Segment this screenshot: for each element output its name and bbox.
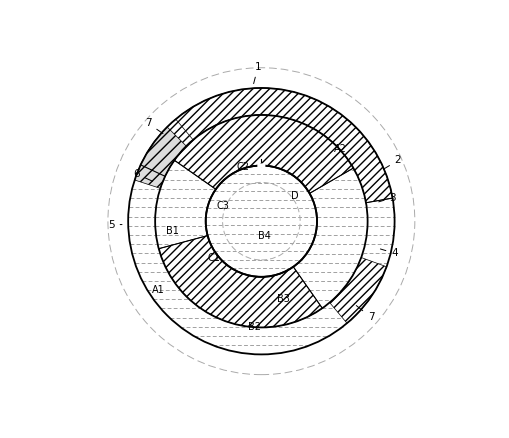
Text: 6: 6 xyxy=(133,169,152,181)
Wedge shape xyxy=(155,115,367,328)
Text: C1: C1 xyxy=(207,253,220,263)
Text: 1: 1 xyxy=(253,62,261,84)
Text: 7: 7 xyxy=(356,306,374,322)
Text: B4: B4 xyxy=(258,231,271,241)
Text: B2: B2 xyxy=(248,322,261,332)
Text: 3: 3 xyxy=(378,193,395,203)
Wedge shape xyxy=(158,236,322,328)
Text: C2: C2 xyxy=(236,162,249,172)
Text: 4: 4 xyxy=(380,248,397,258)
Text: A2: A2 xyxy=(333,144,347,154)
Wedge shape xyxy=(128,88,394,354)
Wedge shape xyxy=(174,115,353,193)
Text: 7: 7 xyxy=(145,118,163,134)
Wedge shape xyxy=(134,127,186,188)
Wedge shape xyxy=(140,88,392,203)
Text: C3: C3 xyxy=(216,201,229,211)
Wedge shape xyxy=(329,258,386,323)
Wedge shape xyxy=(136,119,193,185)
Text: D: D xyxy=(291,191,298,201)
Text: B1: B1 xyxy=(165,226,178,237)
Text: 2: 2 xyxy=(383,155,401,169)
Text: A1: A1 xyxy=(152,285,164,295)
Text: 5: 5 xyxy=(108,219,122,230)
Text: B3: B3 xyxy=(276,294,289,304)
Circle shape xyxy=(205,166,317,277)
